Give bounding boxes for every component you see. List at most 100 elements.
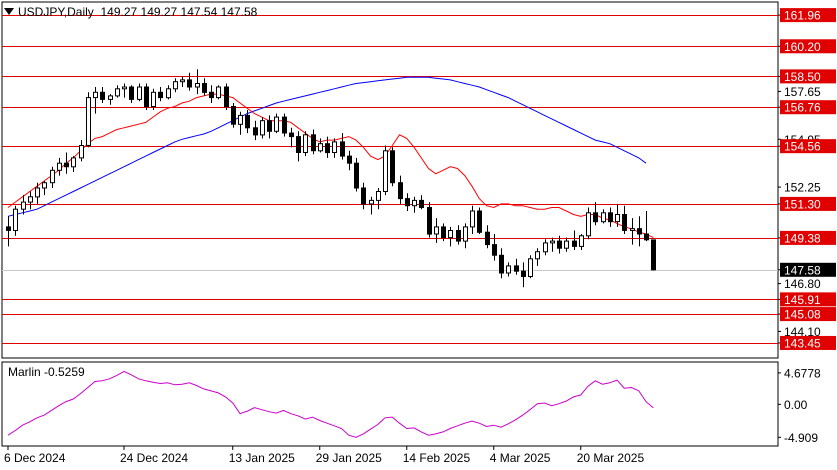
candle-body bbox=[202, 83, 207, 93]
candle bbox=[564, 237, 569, 252]
candle-body bbox=[93, 91, 98, 99]
candle bbox=[579, 234, 584, 250]
chevron-down-icon bbox=[4, 8, 14, 15]
candle-body bbox=[57, 162, 62, 171]
candle bbox=[158, 87, 163, 102]
oscillator-axis-label: -4.909 bbox=[784, 431, 818, 445]
time-axis-label: 6 Dec 2024 bbox=[4, 451, 66, 465]
price-label-badge bbox=[780, 230, 836, 245]
candle-body bbox=[340, 141, 345, 157]
candle-body bbox=[361, 187, 366, 205]
price-level-label: 145.91 bbox=[784, 293, 821, 307]
candle-body bbox=[354, 162, 359, 189]
price-label-badge bbox=[780, 139, 836, 154]
candle bbox=[448, 226, 453, 247]
price-level-label: 158.50 bbox=[784, 70, 821, 84]
candle bbox=[137, 83, 142, 102]
candle-body bbox=[115, 88, 120, 97]
candle-body bbox=[187, 79, 192, 88]
candle bbox=[398, 175, 403, 204]
candle-body bbox=[651, 239, 656, 271]
price-label-badge bbox=[780, 8, 836, 23]
candle bbox=[151, 88, 156, 110]
candle-body bbox=[311, 134, 316, 152]
time-axis-label: 24 Dec 2024 bbox=[120, 451, 188, 465]
candle-body bbox=[71, 157, 76, 168]
candle-body bbox=[586, 212, 591, 237]
candle bbox=[202, 78, 207, 96]
oscillator-pane: 4.6778 0.00 -4.909 bbox=[1, 361, 821, 447]
candle-body bbox=[50, 169, 55, 184]
price-level-label: 145.08 bbox=[784, 308, 821, 322]
price-pane: 161.96160.20158.50157.65156.76154.95154.… bbox=[1, 1, 836, 359]
candle-body bbox=[644, 233, 649, 241]
candle-body bbox=[369, 199, 374, 205]
candle bbox=[267, 115, 272, 139]
candle bbox=[274, 113, 279, 134]
candle bbox=[528, 255, 533, 279]
candle-body bbox=[521, 270, 526, 278]
candle bbox=[615, 203, 620, 227]
slow-moving-average-line bbox=[7, 76, 647, 217]
candle bbox=[173, 78, 178, 93]
candle-body bbox=[615, 214, 620, 223]
candle bbox=[477, 207, 482, 234]
candle-body bbox=[347, 155, 352, 164]
candle-body bbox=[506, 265, 511, 274]
candle bbox=[332, 138, 337, 158]
candle-body bbox=[441, 226, 446, 238]
candle-body bbox=[543, 242, 548, 253]
price-level-label: 149.38 bbox=[784, 231, 821, 245]
candle bbox=[122, 83, 127, 98]
candle-body bbox=[448, 230, 453, 239]
candle bbox=[521, 262, 526, 288]
price-axis-label: 144.10 bbox=[784, 325, 821, 339]
oscillator-axis: 4.6778 0.00 -4.909 bbox=[778, 366, 821, 445]
candle-body bbox=[470, 210, 475, 228]
candle-body bbox=[528, 258, 533, 277]
time-axis-label: 13 Jan 2025 bbox=[229, 451, 295, 465]
candle bbox=[260, 117, 265, 139]
candle-body bbox=[13, 208, 18, 231]
candle-body bbox=[231, 106, 236, 125]
candle bbox=[651, 239, 656, 271]
candle bbox=[463, 223, 468, 249]
candle bbox=[253, 120, 258, 141]
candle-body bbox=[209, 91, 214, 99]
candle-body bbox=[332, 141, 337, 153]
candle-body bbox=[173, 81, 178, 90]
candle-body bbox=[572, 240, 577, 247]
candle bbox=[108, 94, 113, 105]
candle bbox=[195, 69, 200, 95]
candle-body bbox=[260, 120, 265, 136]
candle bbox=[216, 85, 221, 100]
candlestick-series bbox=[6, 69, 656, 288]
candle bbox=[354, 157, 359, 192]
candle-body bbox=[564, 240, 569, 249]
candle bbox=[71, 156, 76, 172]
candle-body bbox=[224, 86, 229, 107]
candle-body bbox=[419, 199, 424, 208]
candle bbox=[115, 85, 120, 98]
candle bbox=[296, 131, 301, 162]
candle bbox=[506, 262, 511, 277]
candle bbox=[535, 248, 540, 266]
price-level-label: 161.96 bbox=[784, 9, 821, 23]
candle bbox=[347, 150, 352, 171]
candle bbox=[441, 223, 446, 242]
candle-body bbox=[245, 114, 250, 129]
candle bbox=[419, 195, 424, 210]
candle-body bbox=[390, 150, 395, 184]
candle-body bbox=[630, 228, 635, 231]
time-axis-label: 29 Jan 2025 bbox=[316, 451, 382, 465]
candle bbox=[644, 211, 649, 242]
candle bbox=[187, 72, 192, 91]
candle-body bbox=[195, 83, 200, 88]
candle bbox=[318, 138, 323, 153]
candle bbox=[166, 85, 171, 100]
candle-body bbox=[579, 235, 584, 247]
candle-body bbox=[216, 86, 221, 99]
candle bbox=[550, 237, 555, 252]
price-level-label: 154.56 bbox=[784, 140, 821, 154]
candle bbox=[557, 235, 562, 254]
